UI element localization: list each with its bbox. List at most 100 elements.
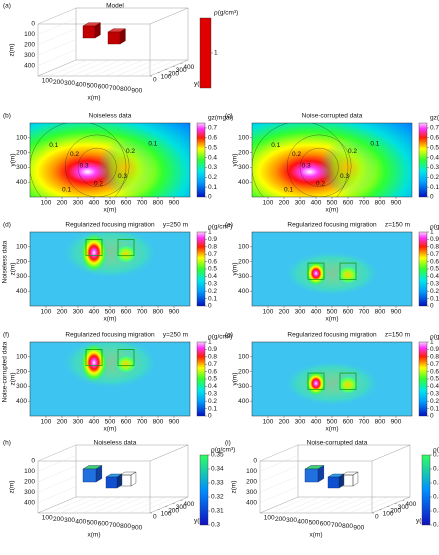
grid-line (315, 496, 355, 514)
x-axis-label: x(m) (88, 532, 101, 539)
colorbar (196, 122, 206, 198)
grid-line (93, 496, 133, 514)
x-tick-label: 700 (359, 419, 370, 426)
colorbar-tick-label: 0.33 (211, 480, 224, 487)
x-tick-label: 600 (343, 419, 354, 426)
x-axis-label: x(m) (104, 316, 117, 323)
x-tick-label: 400 (89, 200, 100, 207)
x-tick-label: 200 (279, 419, 290, 426)
z-tick-label: 100 (24, 31, 35, 38)
x-axis-label: x(m) (326, 207, 339, 214)
x-tick-label: 400 (311, 200, 322, 207)
y-tick-label: 200 (390, 507, 401, 514)
colorbar-tick-label: 0.1 (430, 405, 439, 412)
colorbar (199, 17, 212, 89)
x-tick-label: 200 (57, 309, 68, 316)
x-tick-label: 500 (309, 520, 320, 527)
colorbar-tick-label: 0.4 (430, 273, 439, 280)
colorbar-tick-label: 0.9 (430, 236, 439, 243)
grid-line (37, 455, 77, 472)
y-tick-label: 300 (176, 67, 187, 74)
colorbar-tick-label: 1 (430, 339, 434, 346)
colorbar-tick-label: 0.35 (211, 452, 224, 459)
x-tick-label: 800 (375, 200, 386, 207)
anomaly (114, 244, 138, 264)
grid-line (60, 496, 99, 514)
contour-line (252, 123, 349, 197)
box-edge (37, 59, 77, 77)
colorbar-tick-label: 0.6 (430, 135, 439, 142)
colorbar-tick-label: 0.3 (208, 281, 217, 288)
x-tick-label: 500 (105, 200, 116, 207)
y-tick-label: 200 (238, 149, 249, 156)
colorbar-tick-label: 0.6 (430, 258, 439, 265)
panel-title: Regularized focusing migration (287, 222, 377, 229)
colorbar-label: ρ(g/cm³) (208, 224, 232, 231)
model-outline (339, 372, 357, 390)
x-tick-label: 900 (169, 200, 180, 207)
y-tick-label: 200 (238, 368, 249, 375)
z-tick-label: 0 (31, 458, 35, 465)
x-tick-label: 700 (137, 309, 148, 316)
panel-label: (b) (3, 113, 11, 120)
grid-line (360, 496, 399, 514)
contour-label: 0.3 (118, 173, 127, 180)
panel-label: (d) (3, 222, 11, 229)
contour-label: 0.2 (94, 180, 103, 187)
z-tick-label: 300 (246, 489, 257, 496)
y-tick-label: 100 (16, 354, 27, 361)
z-tick-label: 200 (24, 42, 35, 49)
y-tick-label: 300 (238, 383, 249, 390)
y-tick-label: 400 (16, 398, 27, 405)
z-tick-label: 0 (253, 458, 257, 465)
x-tick-label: 800 (342, 523, 353, 530)
grid-line (293, 496, 332, 514)
grid-line (105, 496, 144, 514)
panel-title: Regularized focusing migration (65, 222, 155, 229)
grid-line (49, 496, 88, 514)
colorbar-tick-label: 0 (430, 194, 434, 201)
x-axis-label: x(m) (310, 532, 323, 539)
contour-label: 0.3 (340, 173, 349, 180)
colorbar-label: ρ(g/cm³) (430, 334, 439, 341)
colorbar-tick-label: 0 (208, 413, 212, 420)
colorbar-tick-label: 0.7 (208, 361, 217, 368)
colorbar-tick-label: 0.7 (430, 361, 439, 368)
x-tick-label: 200 (57, 419, 68, 426)
colorbar-tick-label: 0.5 (208, 266, 217, 273)
x-tick-label: 900 (169, 419, 180, 426)
z-tick-label: 200 (246, 479, 257, 486)
heatmap-halo (284, 251, 380, 296)
colorbar-tick-label: 0.2 (208, 174, 217, 181)
x-tick-label: 500 (327, 200, 338, 207)
colorbar-tick-label: 0.9 (430, 346, 439, 353)
contour-label: 0.3 (302, 163, 311, 170)
grid-line (282, 496, 321, 514)
cube-front (82, 468, 97, 483)
x-tick-label: 500 (87, 520, 98, 527)
contour-label: 0.2 (126, 148, 135, 155)
y-tick-label: 400 (405, 501, 416, 508)
colorbar-tick-label: 0.6 (208, 258, 217, 265)
colorbar-tick-label: 0.3 (208, 391, 217, 398)
colorbar-tick-label: 0.7 (430, 125, 439, 132)
panel-title: Noiseless data (89, 113, 132, 120)
x-tick-label: 400 (89, 309, 100, 316)
x-axis-label: x(m) (88, 95, 101, 102)
y-tick-label: 0 (153, 514, 157, 521)
box-edge (37, 496, 77, 514)
z-axis-label: z(m) (9, 481, 16, 494)
colorbar (418, 231, 428, 307)
grid-line (327, 496, 366, 514)
z-tick-label: 100 (246, 468, 257, 475)
panel-label: (i) (225, 440, 231, 447)
panel-subtitle: y=250 m (163, 332, 188, 339)
grid-line (349, 496, 388, 514)
colorbar-tick-label: 0.8 (208, 354, 217, 361)
colorbar-label: gz(mgal) (430, 115, 439, 122)
x-tick-label: 300 (73, 309, 84, 316)
box-edge (259, 496, 299, 514)
model-outline (117, 238, 135, 257)
panel-label: (c) (225, 113, 233, 120)
x-tick-label: 800 (375, 419, 386, 426)
